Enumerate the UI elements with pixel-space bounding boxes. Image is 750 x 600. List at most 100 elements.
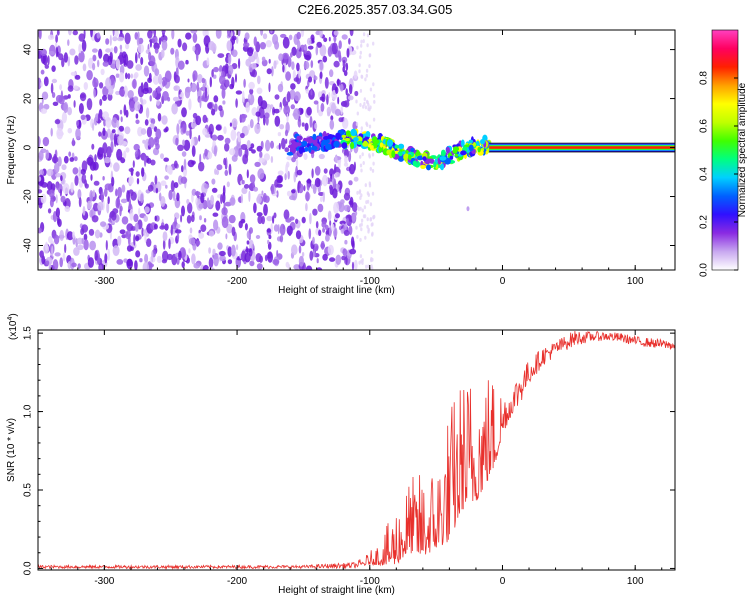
signal-blob <box>480 139 485 145</box>
noise-speckle <box>203 218 207 223</box>
signal-blob <box>412 160 418 167</box>
noise-speckle <box>244 252 251 263</box>
signal-blob <box>394 144 400 149</box>
noise-speckle <box>152 90 157 99</box>
noise-speckle <box>144 253 149 264</box>
noise-speckle <box>77 263 81 269</box>
noise-speckle <box>362 32 366 37</box>
signal-blob <box>468 144 474 152</box>
noise-speckle <box>38 30 42 40</box>
noise-speckle <box>337 202 345 213</box>
noise-speckle <box>201 77 206 84</box>
noise-speckle <box>268 82 271 93</box>
noise-speckle <box>303 185 306 192</box>
noise-speckle <box>158 192 162 202</box>
noise-speckle <box>202 127 208 136</box>
noise-speckle <box>53 234 60 245</box>
y-axis-label: SNR (10 * v/v) <box>6 418 17 482</box>
noise-speckle <box>263 153 270 161</box>
noise-speckle <box>330 115 334 121</box>
noise-speckle <box>320 240 325 250</box>
noise-speckle <box>351 213 356 222</box>
noise-speckle <box>113 162 120 172</box>
noise-speckle <box>144 232 147 243</box>
noise-speckle <box>204 87 208 99</box>
noise-speckle <box>98 264 103 270</box>
noise-speckle <box>364 77 367 82</box>
noise-speckle <box>105 48 112 53</box>
noise-speckle <box>155 143 160 150</box>
noise-speckle <box>54 252 61 257</box>
noise-speckle <box>100 221 107 227</box>
noise-speckle <box>78 43 82 54</box>
noise-speckle <box>105 77 112 90</box>
signal-blob <box>345 130 351 137</box>
noise-speckle <box>231 118 238 128</box>
noise-speckle <box>156 99 161 106</box>
noise-speckle <box>272 215 275 224</box>
noise-speckle <box>185 130 190 136</box>
noise-speckle <box>363 214 367 219</box>
noise-speckle <box>93 88 96 98</box>
noise-speckle <box>329 225 332 237</box>
noise-speckle <box>63 101 69 114</box>
noise-speckle <box>269 104 274 109</box>
signal-blob <box>386 139 394 147</box>
noise-speckle <box>297 39 301 50</box>
noise-speckle <box>159 225 166 230</box>
noise-speckle <box>363 101 366 106</box>
noise-speckle <box>146 238 152 248</box>
noise-speckle <box>142 139 146 144</box>
noise-speckle <box>335 254 342 265</box>
noise-speckle <box>283 105 291 116</box>
noise-speckle <box>356 206 360 211</box>
noise-speckle <box>199 215 202 221</box>
noise-speckle <box>158 73 163 85</box>
noise-speckle <box>99 98 103 106</box>
noise-speckle <box>171 30 175 40</box>
noise-speckle <box>359 206 362 211</box>
noise-speckle <box>220 84 224 90</box>
signal-blob <box>439 165 444 170</box>
noise-speckle <box>160 180 167 186</box>
noise-speckle <box>304 122 309 132</box>
noise-speckle <box>255 253 262 263</box>
noise-speckle <box>361 152 364 157</box>
noise-speckle <box>137 126 143 137</box>
noise-speckle <box>213 95 219 103</box>
noise-speckle <box>244 32 250 40</box>
noise-speckle <box>328 92 331 99</box>
noise-speckle <box>267 251 273 263</box>
noise-speckle <box>43 76 49 87</box>
noise-speckle <box>111 212 117 221</box>
noise-speckle <box>76 237 84 245</box>
noise-speckle <box>130 191 137 201</box>
noise-speckle <box>162 91 169 101</box>
noise-speckle <box>355 122 359 126</box>
noise-speckle <box>60 195 66 203</box>
noise-speckle <box>293 108 300 120</box>
signal-blob <box>304 147 309 152</box>
noise-speckle <box>78 197 82 208</box>
noise-speckle <box>143 215 148 222</box>
noise-speckle <box>291 189 296 194</box>
noise-speckle <box>115 58 121 70</box>
noise-speckle <box>193 262 201 269</box>
colorbar-label: Normalized spectral amplitude <box>737 82 748 217</box>
noise-speckle <box>125 230 132 240</box>
noise-speckle <box>228 163 232 176</box>
noise-speckle <box>72 137 75 147</box>
noise-speckle <box>73 156 78 162</box>
noise-speckle <box>223 126 227 134</box>
noise-speckle <box>212 74 217 79</box>
noise-speckle <box>336 78 340 87</box>
noise-speckle <box>268 234 272 240</box>
noise-speckle <box>254 161 261 167</box>
signal-blob <box>325 143 332 150</box>
noise-speckle <box>107 93 113 101</box>
noise-speckle <box>349 248 357 255</box>
noise-speckle <box>102 61 109 67</box>
noise-speckle <box>240 193 243 204</box>
noise-speckle <box>50 82 54 94</box>
noise-speckle <box>326 94 329 105</box>
